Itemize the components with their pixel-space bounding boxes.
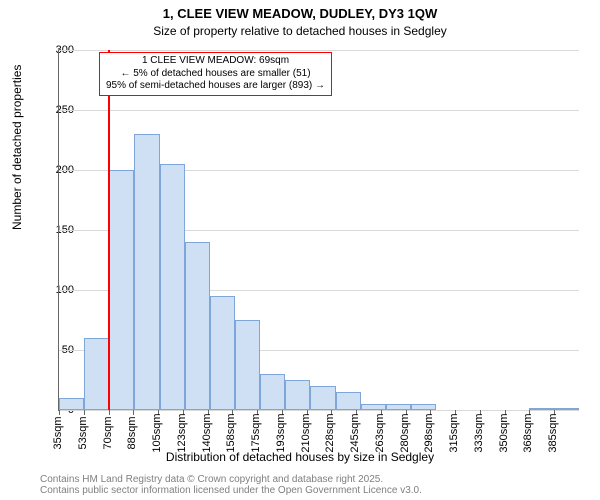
histogram-bar: [529, 408, 554, 410]
histogram-bar: [411, 404, 436, 410]
x-axis-label: Distribution of detached houses by size …: [0, 450, 600, 464]
histogram-bar: [59, 398, 84, 410]
x-tick-label: 53sqm: [76, 413, 90, 453]
annotation-line-1: 1 CLEE VIEW MEADOW: 69sqm: [106, 55, 325, 68]
footer-line-2: Contains public sector information licen…: [40, 485, 422, 496]
x-tick-label: 228sqm: [323, 413, 337, 453]
annotation-box: 1 CLEE VIEW MEADOW: 69sqm ← 5% of detach…: [99, 52, 332, 96]
x-tick-label: 298sqm: [422, 413, 436, 453]
chart-title: 1, CLEE VIEW MEADOW, DUDLEY, DY3 1QW: [0, 6, 600, 21]
histogram-bar: [260, 374, 285, 410]
annotation-line-2: ← 5% of detached houses are smaller (51): [106, 68, 325, 81]
histogram-bar: [109, 170, 134, 410]
histogram-bars: [59, 50, 579, 410]
x-tick-label: 350sqm: [497, 413, 511, 453]
histogram-bar: [160, 164, 185, 410]
footer-line-1: Contains HM Land Registry data © Crown c…: [40, 474, 422, 485]
x-tick-label: 70sqm: [101, 413, 115, 453]
chart-subtitle: Size of property relative to detached ho…: [0, 24, 600, 38]
x-tick-label: 193sqm: [274, 413, 288, 453]
x-tick-label: 123sqm: [175, 413, 189, 453]
histogram-bar: [134, 134, 159, 410]
y-axis-label: Number of detached properties: [10, 65, 24, 230]
histogram-bar: [386, 404, 411, 410]
x-tick-label: 280sqm: [398, 413, 412, 453]
x-tick-label: 105sqm: [150, 413, 164, 453]
histogram-bar: [235, 320, 260, 410]
histogram-bar: [361, 404, 386, 410]
x-tick-label: 88sqm: [125, 413, 139, 453]
x-tick-label: 158sqm: [224, 413, 238, 453]
x-tick-label: 140sqm: [200, 413, 214, 453]
histogram-bar: [185, 242, 210, 410]
property-size-histogram: 1, CLEE VIEW MEADOW, DUDLEY, DY3 1QW Siz…: [0, 0, 600, 500]
histogram-bar: [84, 338, 109, 410]
histogram-bar: [310, 386, 335, 410]
plot-area: 1 CLEE VIEW MEADOW: 69sqm ← 5% of detach…: [58, 50, 579, 411]
x-tick-labels: 35sqm53sqm70sqm88sqm105sqm123sqm140sqm15…: [58, 414, 578, 444]
histogram-bar: [336, 392, 361, 410]
gridline: [59, 410, 579, 411]
annotation-line-3: 95% of semi-detached houses are larger (…: [106, 80, 325, 93]
x-tick-label: 210sqm: [299, 413, 313, 453]
x-tick-label: 175sqm: [249, 413, 263, 453]
x-tick-label: 315sqm: [447, 413, 461, 453]
x-tick-label: 333sqm: [472, 413, 486, 453]
histogram-bar: [285, 380, 310, 410]
x-tick-label: 35sqm: [51, 413, 65, 453]
histogram-bar: [210, 296, 235, 410]
x-tick-label: 245sqm: [348, 413, 362, 453]
property-marker-line: [108, 50, 110, 410]
histogram-bar: [554, 408, 579, 410]
x-tick-label: 385sqm: [546, 413, 560, 453]
chart-footer: Contains HM Land Registry data © Crown c…: [40, 474, 422, 496]
x-tick-label: 368sqm: [521, 413, 535, 453]
x-tick-label: 263sqm: [373, 413, 387, 453]
